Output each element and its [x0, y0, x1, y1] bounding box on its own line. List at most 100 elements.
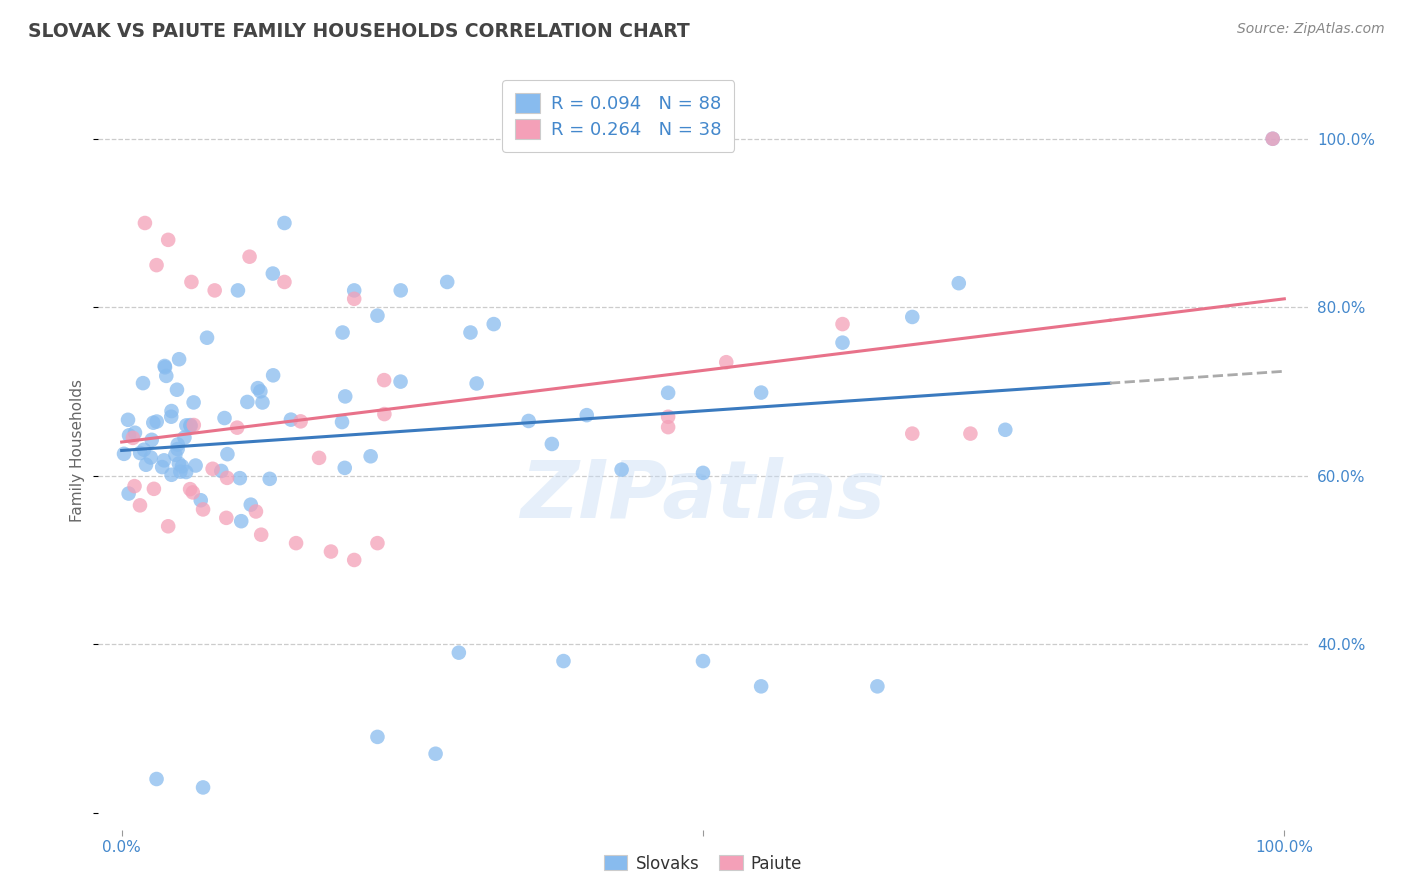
- Point: [901, 310, 924, 324]
- Point: [117, 486, 139, 500]
- Point: [389, 375, 412, 389]
- Point: [280, 412, 302, 426]
- Point: [142, 482, 165, 496]
- Point: [308, 450, 330, 465]
- Point: [239, 498, 262, 512]
- Point: [180, 419, 202, 434]
- Point: [290, 414, 312, 428]
- Point: [262, 267, 284, 281]
- Y-axis label: Family Households: Family Households: [70, 379, 86, 522]
- Text: SLOVAK VS PAIUTE FAMILY HOUSEHOLDS CORRELATION CHART: SLOVAK VS PAIUTE FAMILY HOUSEHOLDS CORRE…: [28, 22, 690, 41]
- Point: [692, 466, 714, 480]
- Point: [157, 519, 180, 533]
- Point: [170, 459, 193, 474]
- Point: [166, 383, 188, 397]
- Text: Source: ZipAtlas.com: Source: ZipAtlas.com: [1237, 22, 1385, 37]
- Point: [176, 418, 198, 433]
- Point: [139, 450, 162, 465]
- Point: [343, 292, 366, 306]
- Point: [285, 536, 308, 550]
- Point: [250, 527, 273, 541]
- Point: [332, 326, 354, 340]
- Point: [553, 654, 575, 668]
- Point: [209, 464, 232, 478]
- Point: [425, 747, 447, 761]
- Point: [1261, 132, 1284, 146]
- Point: [201, 462, 224, 476]
- Point: [575, 408, 598, 422]
- Point: [160, 404, 183, 418]
- Point: [179, 482, 201, 496]
- Point: [245, 504, 267, 518]
- Point: [389, 284, 412, 298]
- Point: [262, 368, 284, 383]
- Point: [252, 395, 274, 409]
- Point: [335, 389, 357, 403]
- Point: [124, 479, 146, 493]
- Point: [169, 465, 191, 479]
- Point: [135, 458, 157, 472]
- Point: [160, 467, 183, 482]
- Point: [465, 376, 488, 391]
- Point: [167, 352, 190, 367]
- Point: [749, 679, 772, 693]
- Point: [716, 355, 738, 369]
- Point: [112, 447, 135, 461]
- Point: [183, 395, 205, 409]
- Point: [214, 411, 236, 425]
- Point: [226, 284, 249, 298]
- Point: [153, 359, 176, 373]
- Point: [173, 431, 195, 445]
- Point: [142, 416, 165, 430]
- Point: [866, 679, 889, 693]
- Point: [373, 407, 395, 421]
- Point: [122, 431, 145, 445]
- Point: [145, 258, 167, 272]
- Point: [319, 544, 342, 558]
- Point: [129, 499, 152, 513]
- Point: [180, 275, 202, 289]
- Point: [901, 426, 924, 441]
- Point: [124, 425, 146, 440]
- Point: [141, 433, 163, 447]
- Point: [183, 417, 205, 432]
- Point: [181, 485, 204, 500]
- Point: [333, 461, 356, 475]
- Point: [157, 233, 180, 247]
- Point: [132, 376, 155, 391]
- Point: [117, 413, 139, 427]
- Point: [229, 471, 252, 485]
- Point: [165, 448, 187, 462]
- Point: [179, 418, 201, 433]
- Point: [366, 309, 388, 323]
- Point: [749, 385, 772, 400]
- Point: [657, 385, 679, 400]
- Point: [249, 384, 271, 399]
- Point: [1261, 132, 1284, 146]
- Point: [217, 447, 239, 461]
- Point: [129, 446, 152, 460]
- Point: [145, 415, 167, 429]
- Point: [153, 453, 176, 467]
- Point: [273, 216, 295, 230]
- Point: [160, 409, 183, 424]
- Point: [239, 250, 262, 264]
- Point: [366, 536, 388, 550]
- Point: [482, 317, 505, 331]
- Point: [657, 420, 679, 434]
- Point: [191, 780, 214, 795]
- Point: [226, 420, 249, 434]
- Point: [231, 514, 253, 528]
- Point: [166, 442, 188, 456]
- Point: [155, 368, 177, 383]
- Point: [948, 276, 970, 290]
- Point: [959, 426, 981, 441]
- Point: [436, 275, 458, 289]
- Point: [447, 646, 470, 660]
- Point: [259, 472, 281, 486]
- Point: [174, 465, 197, 479]
- Point: [343, 553, 366, 567]
- Legend: R = 0.094   N = 88, R = 0.264   N = 38: R = 0.094 N = 88, R = 0.264 N = 38: [502, 80, 734, 152]
- Point: [360, 450, 382, 464]
- Point: [994, 423, 1017, 437]
